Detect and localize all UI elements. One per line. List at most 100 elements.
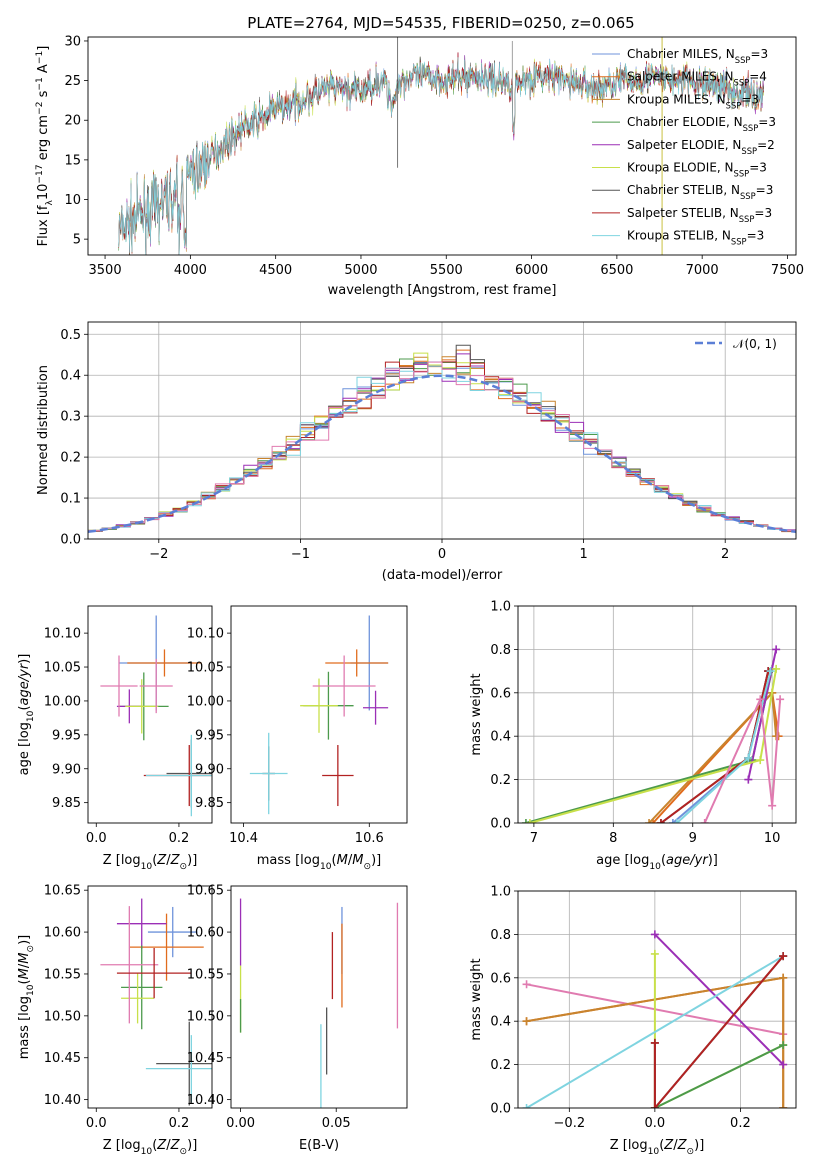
axes-frame bbox=[230, 605, 408, 824]
histogram-series-10 bbox=[88, 361, 796, 534]
x-axis-label: wavelength [Angstrom, rest frame] bbox=[328, 283, 557, 298]
weight-series-4 bbox=[525, 668, 774, 823]
x-tick-label: 4500 bbox=[259, 263, 292, 278]
weight-marker bbox=[772, 664, 781, 673]
weight-marker bbox=[776, 695, 785, 704]
weight-series-10 bbox=[703, 695, 782, 823]
error-bar-point bbox=[116, 947, 192, 999]
x-axis-label: Z [log10(Z/Z⊙)] bbox=[610, 1138, 705, 1157]
y-tick-label: 9.90 bbox=[195, 762, 224, 777]
y-axis-label: mass [log10(M/M⊙)] bbox=[17, 935, 36, 1059]
y-tick-label: 10.05 bbox=[187, 661, 224, 676]
y-axis-label: Normed distribution bbox=[36, 365, 51, 495]
weight-series-9 bbox=[653, 955, 784, 1108]
x-axis-label: age [log10(age/yr)] bbox=[596, 853, 718, 872]
y-tick-label: 10.00 bbox=[187, 694, 224, 709]
weight-marker bbox=[650, 949, 659, 958]
weight-marker bbox=[650, 1038, 659, 1047]
y-tick-label: 0.6 bbox=[490, 686, 511, 701]
weight-series-6 bbox=[654, 1044, 784, 1108]
y-tick-label: 10.10 bbox=[187, 627, 224, 642]
chart-weight_vs_Z: −0.2 0.0 0.2 0.0 0.2 0.4 0.6 0.8 1.0 Z [log10(Z/Z… bbox=[469, 885, 797, 1157]
x-tick-label: 0.0 bbox=[86, 831, 107, 846]
plot-area bbox=[88, 344, 796, 534]
weight-marker bbox=[672, 819, 681, 823]
chart-mass_vs_Z: 0.0 0.2 10.40 10.45 10.50 10.55 10.60 10.65 Z [l… bbox=[17, 884, 213, 1157]
y-tick-label: 0.4 bbox=[490, 1015, 511, 1030]
weight-marker bbox=[656, 819, 665, 823]
legend-label: Kroupa MILES, NSSP=3 bbox=[627, 92, 759, 110]
x-tick-label: 7500 bbox=[771, 263, 804, 278]
x-tick-label: 0.2 bbox=[169, 1116, 190, 1131]
y-tick-label: 0.0 bbox=[60, 533, 81, 548]
error-bar-point bbox=[312, 655, 376, 717]
x-axis-label: (data-model)/error bbox=[382, 568, 503, 583]
legend-label: Kroupa STELIB, NSSP=3 bbox=[627, 229, 764, 247]
weight-marker bbox=[768, 801, 777, 810]
y-tick-label: 5 bbox=[73, 233, 81, 248]
plot-area bbox=[522, 930, 788, 1108]
x-tick-label: 3500 bbox=[89, 263, 122, 278]
y-tick-label: 0.8 bbox=[490, 928, 511, 943]
y-tick-label: 10.40 bbox=[44, 1093, 81, 1108]
x-tick-label: 4000 bbox=[174, 263, 207, 278]
weight-marker bbox=[649, 819, 658, 823]
x-tick-label: 6000 bbox=[515, 263, 548, 278]
y-tick-label: 0.0 bbox=[490, 817, 511, 832]
weight-marker bbox=[779, 1041, 788, 1050]
y-tick-label: 10.50 bbox=[44, 1009, 81, 1024]
legend-label: Chabrier STELIB, NSSP=3 bbox=[627, 183, 773, 201]
weight-marker bbox=[650, 930, 659, 939]
axes-frame bbox=[87, 36, 797, 256]
y-tick-label: 0.0 bbox=[490, 1102, 511, 1117]
y-tick-label: 10 bbox=[64, 193, 81, 208]
error-bar-point bbox=[249, 732, 288, 815]
plot-area bbox=[239, 898, 399, 1108]
weight-marker bbox=[744, 775, 753, 784]
error-bar-point bbox=[363, 690, 389, 725]
error-bar-point bbox=[325, 649, 389, 677]
error-bar-point bbox=[116, 898, 167, 949]
x-tick-label: 0.0 bbox=[86, 1116, 107, 1131]
legend-label: Kroupa ELODIE, NSSP=3 bbox=[627, 161, 767, 179]
plot-area bbox=[100, 615, 212, 817]
weight-series-4 bbox=[654, 933, 784, 1066]
x-tick-label: 0 bbox=[438, 547, 446, 562]
weight-marker bbox=[744, 753, 753, 762]
weight-marker bbox=[650, 1104, 659, 1108]
chart-mass_vs_ebv: 0.00 0.05 10.40 10.45 10.50 10.55 10.60 10.65 E(… bbox=[187, 884, 408, 1153]
x-tick-label: 6500 bbox=[600, 263, 633, 278]
error-bar-point bbox=[121, 973, 155, 1024]
axes-frame bbox=[517, 890, 797, 1109]
y-tick-label: 10.60 bbox=[44, 926, 81, 941]
x-tick-label: −2 bbox=[149, 547, 168, 562]
axes-frame bbox=[87, 321, 797, 540]
weight-marker bbox=[522, 980, 531, 989]
y-tick-label: 0.5 bbox=[60, 328, 81, 343]
error-bar-point bbox=[300, 678, 338, 733]
legend-label: Salpeter ELODIE, NSSP=2 bbox=[627, 138, 775, 156]
y-tick-label: 9.85 bbox=[52, 796, 81, 811]
error-bar-point bbox=[127, 649, 202, 677]
y-tick-label: 10.55 bbox=[44, 967, 81, 982]
legend-label: Salpeter MILES, NSSP=4 bbox=[627, 70, 767, 88]
x-tick-label: 9 bbox=[689, 831, 697, 846]
y-tick-label: 0.2 bbox=[490, 1058, 511, 1073]
weight-marker bbox=[522, 1017, 531, 1026]
error-bar-point bbox=[100, 655, 138, 717]
plot-area bbox=[249, 615, 389, 815]
x-tick-label: 7 bbox=[530, 831, 538, 846]
x-tick-label: 5000 bbox=[344, 263, 377, 278]
error-bar-point bbox=[121, 945, 163, 1030]
error-bar-point bbox=[100, 906, 159, 1024]
weight-marker bbox=[645, 819, 654, 823]
weight-marker bbox=[756, 695, 765, 704]
error-bar-point bbox=[156, 1021, 212, 1106]
y-tick-label: 10.50 bbox=[187, 1009, 224, 1024]
x-axis-label: Z [log10(Z/Z⊙)] bbox=[103, 1138, 198, 1157]
y-axis-label: mass weight bbox=[469, 673, 484, 755]
legend-label: Chabrier MILES, NSSP=3 bbox=[627, 47, 768, 65]
x-tick-label: 0.2 bbox=[169, 831, 190, 846]
plot-area bbox=[100, 898, 212, 1106]
